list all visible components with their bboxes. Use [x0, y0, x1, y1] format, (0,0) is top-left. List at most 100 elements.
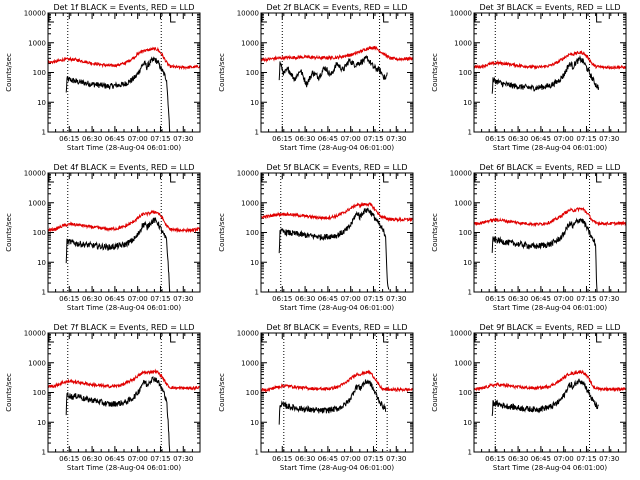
y-tick-label: 10	[37, 99, 46, 107]
x-tick-label: 06:15	[59, 455, 79, 463]
lld-series-line	[473, 50, 627, 71]
events-series-line	[491, 378, 600, 416]
y-tick-label: 1000	[28, 359, 46, 367]
plot-frame	[260, 12, 414, 133]
panel-9: Det 9f BLACK = Events, RED = LLD Counts/s…	[431, 323, 627, 472]
plot-frame	[47, 332, 201, 453]
flag-mark	[48, 13, 54, 23]
panel-5: Det 5f BLACK = Events, RED = LLD Counts/s…	[218, 163, 414, 312]
x-tick-label: 07:30	[386, 455, 406, 463]
y-tick-label: 10	[250, 419, 259, 427]
x-tick-label: 07:15	[576, 135, 596, 143]
x-tick-label: 07:15	[150, 295, 170, 303]
flag-mark	[383, 173, 389, 183]
y-axis-label: Counts/sec	[431, 373, 439, 412]
panel-4: Det 4f BLACK = Events, RED = LLD Counts/s…	[5, 163, 201, 312]
y-axis-label: Counts/sec	[218, 213, 226, 252]
y-tick-label: 1000	[454, 199, 472, 207]
lld-series-line	[47, 368, 201, 391]
x-tick-label: 06:45	[318, 455, 338, 463]
x-tick-label: 07:15	[363, 135, 383, 143]
panel-6: Det 6f BLACK = Events, RED = LLD Counts/s…	[431, 163, 627, 312]
x-axis-label: Start Time (28-Aug-04 06:01:00)	[280, 464, 394, 472]
panel-2: Det 2f BLACK = Events, RED = LLD Counts/s…	[218, 3, 414, 152]
y-tick-label: 10000	[24, 170, 46, 178]
y-tick-label: 10000	[237, 10, 259, 18]
x-axis-label: Start Time (28-Aug-04 06:01:00)	[493, 464, 607, 472]
x-tick-label: 06:15	[59, 135, 79, 143]
x-tick-label: 06:15	[485, 135, 505, 143]
y-tick-label: 10	[37, 259, 46, 267]
x-tick-label: 06:45	[531, 295, 551, 303]
y-axis-label: Counts/sec	[431, 53, 439, 92]
events-series-line	[278, 54, 388, 88]
x-axis-label: Start Time (28-Aug-04 06:01:00)	[280, 304, 394, 312]
x-axis-label: Start Time (28-Aug-04 06:01:00)	[67, 304, 181, 312]
x-tick-label: 07:00	[554, 135, 574, 143]
lld-series-line	[473, 206, 627, 228]
x-axis-label: Start Time (28-Aug-04 06:01:00)	[493, 144, 607, 152]
x-tick-label: 06:45	[105, 135, 125, 143]
flag-mark	[170, 173, 176, 183]
plot-frame	[47, 172, 201, 293]
y-tick-label: 100	[33, 229, 46, 237]
y-tick-label: 10	[463, 419, 472, 427]
x-tick-label: 07:30	[599, 455, 619, 463]
x-tick-label: 06:15	[272, 295, 292, 303]
y-tick-label: 1	[255, 289, 259, 297]
y-tick-label: 1000	[454, 39, 472, 47]
x-tick-label: 06:30	[508, 295, 528, 303]
y-tick-label: 100	[459, 389, 472, 397]
panel-8: Det 8f BLACK = Events, RED = LLD Counts/s…	[218, 323, 414, 472]
y-tick-label: 100	[246, 69, 259, 77]
flag-mark	[474, 173, 480, 183]
panel-title: Det 3f BLACK = Events, RED = LLD	[479, 3, 620, 12]
plot-frame	[473, 12, 627, 133]
events-series-line	[65, 375, 171, 450]
x-tick-label: 07:30	[173, 135, 193, 143]
events-series-line	[65, 56, 171, 133]
x-tick-label: 07:30	[599, 295, 619, 303]
events-series-line	[491, 217, 598, 293]
y-tick-label: 100	[459, 69, 472, 77]
flag-mark	[383, 333, 389, 343]
x-tick-label: 07:15	[150, 135, 170, 143]
y-tick-label: 1	[42, 129, 46, 137]
panel-title: Det 2f BLACK = Events, RED = LLD	[266, 3, 407, 12]
flag-mark	[596, 173, 602, 183]
plot-frame	[260, 172, 414, 293]
x-tick-label: 07:30	[386, 295, 406, 303]
x-axis-label: Start Time (28-Aug-04 06:01:00)	[67, 144, 181, 152]
plot-frame	[473, 332, 627, 453]
x-tick-label: 06:15	[272, 455, 292, 463]
x-tick-label: 06:30	[82, 135, 102, 143]
flag-mark	[596, 333, 602, 343]
flag-mark	[474, 333, 480, 343]
x-tick-label: 07:00	[128, 295, 148, 303]
x-tick-label: 06:15	[272, 135, 292, 143]
lld-series-line	[47, 209, 201, 234]
y-axis-label: Counts/sec	[5, 373, 13, 412]
y-tick-label: 10000	[24, 10, 46, 18]
flag-mark	[48, 173, 54, 183]
y-tick-label: 1	[468, 129, 472, 137]
events-series-line	[278, 379, 387, 425]
panel-3: Det 3f BLACK = Events, RED = LLD Counts/s…	[431, 3, 627, 152]
y-tick-label: 10	[250, 99, 259, 107]
panel-title: Det 6f BLACK = Events, RED = LLD	[479, 163, 620, 172]
y-tick-label: 10	[37, 419, 46, 427]
y-tick-label: 10000	[237, 330, 259, 338]
x-tick-label: 07:30	[173, 455, 193, 463]
flag-mark	[48, 333, 54, 343]
y-tick-label: 1000	[241, 199, 259, 207]
flag-mark	[261, 173, 267, 183]
y-tick-label: 10000	[450, 170, 472, 178]
x-tick-label: 07:00	[341, 295, 361, 303]
x-tick-label: 07:00	[128, 135, 148, 143]
y-tick-label: 1	[255, 129, 259, 137]
x-tick-label: 06:45	[318, 295, 338, 303]
y-tick-label: 10000	[24, 330, 46, 338]
y-tick-label: 1000	[28, 39, 46, 47]
x-tick-label: 07:30	[599, 135, 619, 143]
x-axis-label: Start Time (28-Aug-04 06:01:00)	[67, 464, 181, 472]
